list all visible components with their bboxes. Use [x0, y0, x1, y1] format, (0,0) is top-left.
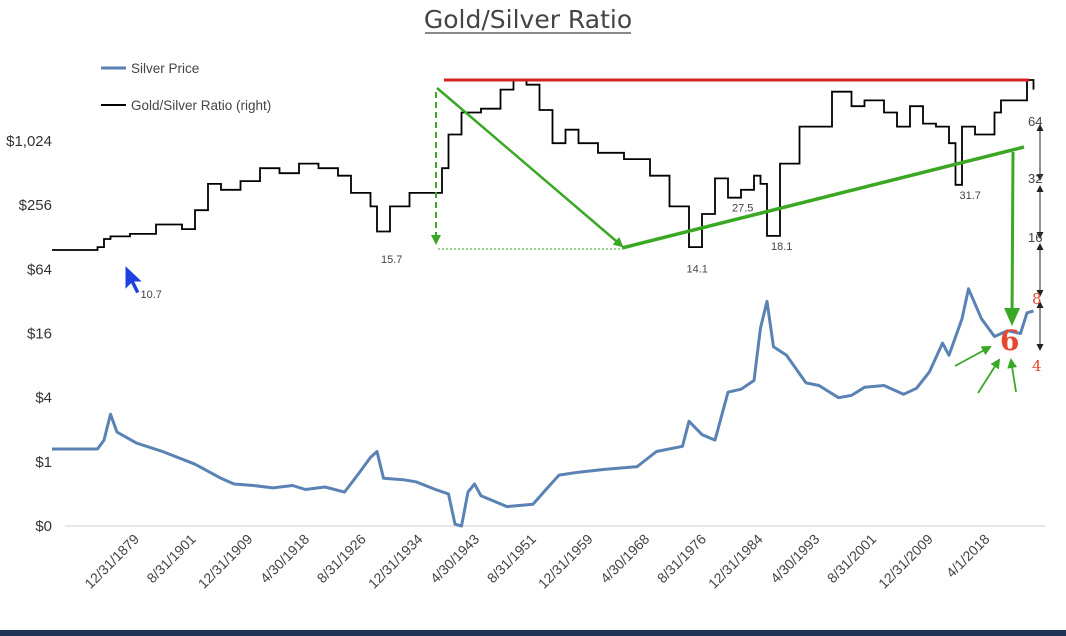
y-axis-left: $0 $1 $4 $16 $64 $256 $1,024 [6, 133, 1045, 535]
uptrend-line [621, 145, 1025, 250]
x-tick-label: 12/31/1984 [705, 531, 766, 592]
series-silver-price [52, 287, 1034, 528]
x-tick-label: 12/31/2009 [875, 531, 936, 592]
pointer-arrow-1 [954, 346, 992, 367]
right-tick-32: 32 [1028, 171, 1042, 186]
ratio-annotation-label: 10.7 [141, 289, 162, 301]
x-tick-label: 8/31/2001 [824, 531, 880, 587]
right-tick-4: 4 [1032, 357, 1042, 375]
x-tick-label: 12/31/1959 [535, 531, 596, 592]
ratio-annotation-label: 14.1 [687, 264, 708, 276]
x-tick-label: 4/30/1993 [767, 531, 823, 587]
series-gold-silver-ratio [52, 79, 1035, 251]
x-tick-label: 8/31/1926 [314, 531, 370, 587]
x-tick-label: 4/30/1918 [257, 531, 313, 587]
downtrend-arrow [436, 87, 624, 248]
ratio-annotation-label: 31.7 [960, 190, 981, 202]
y-tick-label: $4 [35, 390, 52, 407]
right-tick-64: 64 [1028, 114, 1042, 129]
legend: Silver Price Gold/Silver Ratio (right) [101, 61, 271, 113]
y-tick-label: $64 [27, 261, 52, 278]
y-tick-label: $256 [19, 197, 52, 214]
y-tick-label: $1 [35, 454, 52, 471]
x-tick-label: 12/31/1879 [81, 531, 142, 592]
x-tick-label: 8/31/1951 [484, 531, 540, 587]
y-tick-label: $1,024 [6, 133, 52, 150]
ratio-annotations: 10.7 15.7 14.1 27.5 18.1 31.7 [141, 190, 981, 301]
pointer-arrow-2 [977, 358, 1001, 394]
ratio-annotation-label: 27.5 [732, 203, 753, 215]
bottom-bar [0, 630, 1066, 636]
right-tick-16: 16 [1028, 230, 1042, 245]
x-tick-label: 12/31/1934 [365, 531, 426, 592]
y-tick-label: $16 [27, 326, 52, 343]
ratio-annotation-label: 15.7 [381, 254, 402, 266]
right-tick-8: 8 [1032, 290, 1042, 308]
x-tick-label: 8/31/1901 [143, 531, 199, 587]
x-tick-label: 4/30/1968 [597, 531, 653, 587]
pointer-arrow-3 [1007, 358, 1018, 393]
ratio-annotation-label: 18.1 [771, 241, 792, 253]
drop-arrow [1004, 151, 1021, 326]
legend-label-ratio: Gold/Silver Ratio (right) [131, 98, 271, 113]
target-ratio-label: 6 [1000, 324, 1019, 357]
chart-title: Gold/Silver Ratio [424, 5, 632, 34]
x-tick-label: 8/31/1976 [654, 531, 710, 587]
y-tick-label: $0 [35, 518, 52, 535]
x-tick-label: 4/30/1943 [427, 531, 483, 587]
mouse-cursor-icon [124, 263, 145, 295]
x-tick-label: 12/31/1909 [195, 531, 256, 592]
x-tick-label: 4/1/2018 [943, 531, 993, 581]
legend-label-silver: Silver Price [131, 61, 199, 76]
